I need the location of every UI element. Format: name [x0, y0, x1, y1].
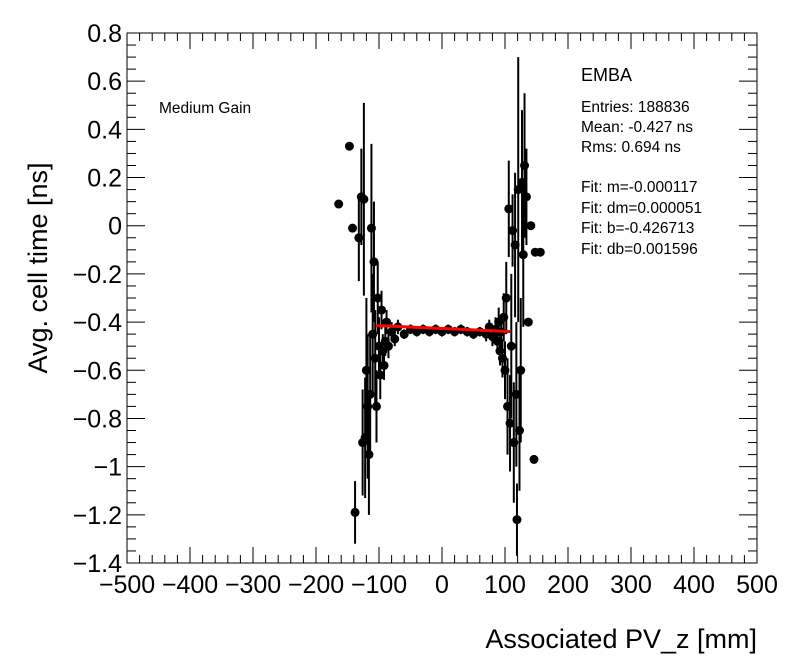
data-point	[390, 334, 400, 344]
fit-line	[375, 324, 511, 334]
y-tick-label: −0.2	[73, 261, 122, 289]
data-point	[517, 177, 527, 187]
mean-label: Mean: -0.427 ns	[581, 119, 693, 136]
data-point	[363, 401, 373, 411]
data-point	[518, 250, 528, 260]
y-tick-label: −1	[93, 454, 122, 482]
y-tick-label: 0.2	[87, 165, 122, 193]
data-point	[375, 370, 385, 380]
x-tick-label: 400	[673, 571, 715, 599]
y-tick-label: 0.8	[87, 20, 122, 48]
data-point	[497, 353, 507, 363]
x-tick-label: −200	[288, 571, 344, 599]
data-point	[514, 426, 524, 435]
x-tick-label: −500	[99, 571, 155, 599]
data-point	[344, 141, 354, 151]
y-tick-label: −0.8	[73, 405, 122, 433]
data-point	[492, 336, 502, 346]
data-point	[511, 389, 521, 399]
data-point	[521, 192, 531, 202]
data-point	[505, 418, 515, 428]
data-point	[526, 221, 536, 231]
data-point	[373, 293, 383, 303]
data-points	[334, 141, 545, 525]
y-tick-label: 0.6	[87, 68, 122, 96]
data-point	[495, 346, 505, 356]
y-tick-label: −1.4	[73, 550, 122, 578]
data-point	[520, 161, 530, 170]
data-point	[516, 365, 526, 375]
y-tick-label: −0.6	[73, 357, 122, 385]
data-point	[529, 454, 539, 464]
data-point	[368, 329, 378, 339]
data-point	[382, 317, 392, 327]
x-tick-label: −300	[225, 571, 281, 599]
entries-label: Entries: 188836	[581, 99, 690, 116]
data-point	[350, 507, 360, 517]
x-tick-label: 100	[484, 571, 526, 599]
data-point	[399, 329, 409, 339]
x-tick-labels: −500 −400 −300 −200 −100 0 100 200 300 400 500	[99, 571, 778, 599]
fit-dm-label: Fit: dm=0.000051	[581, 200, 702, 217]
data-point	[359, 194, 369, 204]
x-tick-label: 200	[547, 571, 589, 599]
region-label: EMBA	[581, 65, 632, 85]
data-point	[509, 438, 519, 448]
data-point	[370, 353, 380, 363]
y-tick-labels: −1.4 −1.2 −1 −0.8 −0.6 −0.4 −0.2 0 0.2 0.4 0.6 0.8	[73, 20, 122, 578]
data-point	[535, 247, 545, 257]
data-point	[369, 257, 379, 267]
data-point	[371, 401, 381, 411]
data-point	[377, 305, 387, 315]
data-point	[503, 401, 513, 411]
data-point	[360, 433, 370, 443]
data-point	[500, 365, 510, 375]
data-point	[366, 223, 376, 233]
fit-b-label: Fit: b=-0.426713	[581, 220, 694, 237]
y-tick-label: −1.2	[73, 502, 122, 530]
data-point	[387, 327, 397, 337]
y-axis-title: Avg. cell time [ns]	[23, 162, 53, 373]
y-tick-label: −0.4	[73, 309, 122, 337]
x-tick-label: −100	[351, 571, 407, 599]
fit-m-label: Fit: m=-0.000117	[581, 179, 697, 196]
x-axis-title: Associated PV_z [mm]	[485, 624, 757, 654]
x-tick-label: −400	[162, 571, 218, 599]
data-point	[383, 341, 393, 351]
data-point	[499, 312, 509, 322]
data-point	[361, 365, 371, 375]
data-point	[364, 450, 374, 460]
y-tick-label: 0.4	[87, 116, 122, 144]
data-point	[334, 199, 344, 209]
data-point	[523, 317, 533, 327]
data-point	[512, 515, 522, 525]
gain-label: Medium Gain	[159, 100, 251, 117]
data-point	[508, 226, 518, 236]
data-point	[354, 233, 364, 243]
tick-marks	[126, 32, 758, 564]
data-point	[348, 223, 358, 233]
y-tick-label: 0	[108, 213, 122, 241]
data-point	[504, 204, 514, 214]
data-point	[513, 185, 523, 195]
data-point	[501, 293, 511, 303]
fit-db-label: Fit: db=0.001596	[581, 241, 698, 258]
data-point	[379, 360, 389, 370]
x-tick-label: 0	[435, 571, 449, 599]
data-point	[365, 389, 375, 399]
data-point	[510, 240, 520, 250]
x-tick-label: 500	[736, 571, 778, 599]
data-point	[506, 341, 516, 351]
x-tick-label: 300	[610, 571, 652, 599]
rms-label: Rms: 0.694 ns	[581, 139, 681, 156]
